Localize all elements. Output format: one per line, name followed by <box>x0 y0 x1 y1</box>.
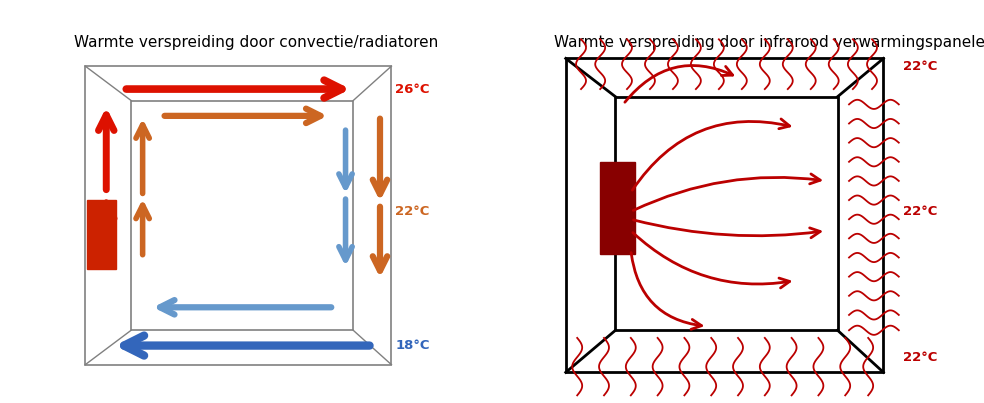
Text: 22°C: 22°C <box>902 60 937 73</box>
Text: 22°C: 22°C <box>902 205 937 218</box>
Bar <box>600 162 635 254</box>
Text: 18°C: 18°C <box>396 339 430 352</box>
Bar <box>88 200 116 269</box>
Text: 22°C: 22°C <box>902 351 937 364</box>
Text: 22°C: 22°C <box>396 205 430 218</box>
Text: Warmte verspreiding door convectie/radiatoren: Warmte verspreiding door convectie/radia… <box>74 35 438 50</box>
Text: Warmte verspreiding door infrarood verwarmingspanelen: Warmte verspreiding door infrarood verwa… <box>554 35 984 50</box>
Text: 26°C: 26°C <box>396 83 430 96</box>
